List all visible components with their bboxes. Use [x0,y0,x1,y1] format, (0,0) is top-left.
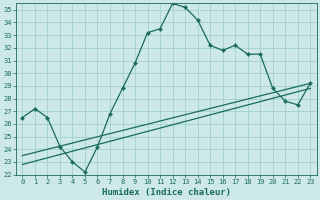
X-axis label: Humidex (Indice chaleur): Humidex (Indice chaleur) [102,188,231,197]
